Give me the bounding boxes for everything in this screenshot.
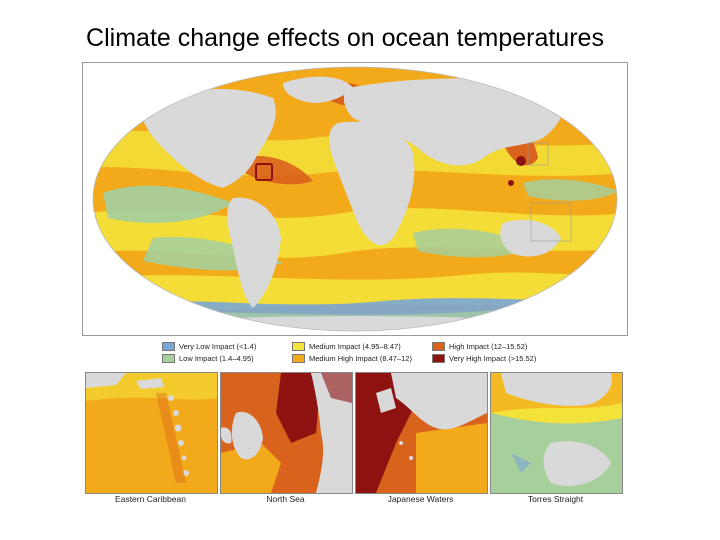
antarctica [93, 316, 617, 331]
australia [500, 219, 561, 257]
legend-label: Medium Impact (4.95–8.47) [309, 342, 401, 351]
inset-label: Eastern Caribbean [115, 494, 186, 504]
inset-label: Japanese Waters [387, 494, 454, 504]
japan-highlight-box [527, 142, 549, 166]
greenland [283, 76, 353, 103]
inset-north-sea [220, 372, 353, 494]
legend-swatch [432, 354, 445, 363]
inset-label: North Sea [266, 494, 305, 504]
legend-swatch [432, 342, 445, 351]
legend-item: Medium High Impact (8.47–12) [292, 354, 412, 363]
legend-label: Medium High Impact (8.47–12) [309, 354, 412, 363]
legend-swatch [292, 342, 305, 351]
legend-swatch [292, 354, 305, 363]
continent [311, 373, 352, 493]
eurasia [343, 78, 562, 166]
inset-japanese-waters [355, 372, 488, 494]
slide-title: Climate change effects on ocean temperat… [86, 24, 604, 52]
impact-figure: Very Low Impact (<1.4) Medium Impact (4.… [80, 60, 628, 508]
ireland [221, 427, 232, 444]
new-guinea [501, 373, 612, 406]
africa [329, 121, 415, 246]
japan-land [391, 373, 487, 430]
north-america [142, 88, 276, 188]
inset-label: Torres Straight [527, 494, 584, 504]
legend-item: Very Low Impact (<1.4) [162, 342, 256, 351]
legend-swatch [162, 342, 175, 351]
inset-eastern-caribbean [85, 372, 218, 494]
cape-york [543, 441, 611, 487]
south-america [227, 197, 281, 308]
legend: Very Low Impact (<1.4) Medium Impact (4.… [162, 340, 582, 376]
legend-label: Low Impact (1.4–4.95) [179, 354, 254, 363]
legend-item: High Impact (12–15.52) [432, 342, 527, 351]
great-britain [231, 411, 263, 460]
torres-highlight-box [530, 202, 572, 242]
caribbean-highlight-box [255, 163, 273, 181]
legend-item: Low Impact (1.4–4.95) [162, 354, 254, 363]
legend-item: Very High Impact (>15.52) [432, 354, 536, 363]
legend-label: High Impact (12–15.52) [449, 342, 528, 351]
world-map [82, 62, 628, 336]
legend-item: Medium Impact (4.95–8.47) [292, 342, 401, 351]
legend-swatch [162, 354, 175, 363]
legend-label: Very High Impact (>15.52) [449, 354, 537, 363]
inset-torres-straight [490, 372, 623, 494]
legend-label: Very Low Impact (<1.4) [179, 342, 257, 351]
